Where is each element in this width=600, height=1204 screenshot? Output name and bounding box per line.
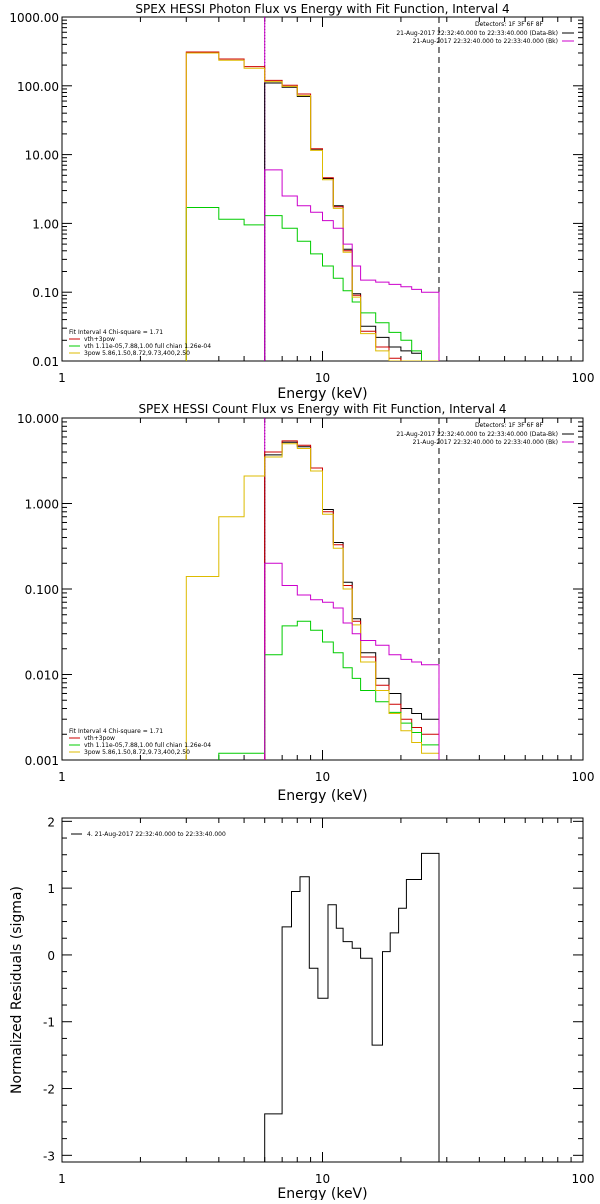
y-tick-label: 10.000 bbox=[17, 412, 59, 426]
series-line-2 bbox=[185, 51, 439, 361]
y-tick-label: 2 bbox=[47, 815, 55, 829]
y-tick-label: 1000.00 bbox=[9, 11, 59, 25]
x-axis: 1 10 100 Energy (keV) bbox=[58, 17, 594, 402]
legend-text: 4. 21-Aug-2017 22:32:40.000 to 22:33:40.… bbox=[87, 831, 226, 838]
chart-panel-3: 1 10 100 Energy (keV) -3 -2 -1 0 1 2 Normalized Re… bbox=[9, 815, 595, 1202]
x-tick-label: 1 bbox=[58, 770, 66, 784]
x-axis-label: Energy (keV) bbox=[277, 788, 367, 804]
chart-title: SPEX HESSI Photon Flux vs Energy with Fi… bbox=[135, 2, 509, 16]
x-axis: 1 10 100 Energy (keV) bbox=[58, 818, 595, 1202]
x-tick-label: 100 bbox=[572, 770, 595, 784]
plot-area bbox=[185, 418, 440, 760]
x-axis-label: Energy (keV) bbox=[277, 386, 367, 402]
x-tick-label: 100 bbox=[572, 1172, 595, 1186]
plot-area bbox=[185, 17, 440, 361]
series-line-5 bbox=[264, 562, 440, 760]
plot-area bbox=[264, 852, 440, 1162]
x-axis-label: Energy (keV) bbox=[277, 1186, 367, 1200]
chart-panel-2: SPEX HESSI Count Flux vs Energy with Fit… bbox=[17, 402, 594, 804]
chart-panel-1: SPEX HESSI Photon Flux vs Energy with Fi… bbox=[9, 2, 594, 402]
x-tick-label: 10 bbox=[315, 371, 330, 385]
plot-frame bbox=[61, 16, 584, 362]
chart-title: SPEX HESSI Count Flux vs Energy with Fit… bbox=[138, 402, 506, 416]
time-legend-text: 21-Aug-2017 22:32:40.000 to 22:33:40.000… bbox=[413, 38, 558, 45]
time-legend-text: 21-Aug-2017 22:32:40.000 to 22:33:40.000… bbox=[396, 431, 558, 438]
series-line-3 bbox=[185, 207, 439, 361]
y-tick-label: 0.01 bbox=[32, 355, 59, 369]
x-tick-label: 1 bbox=[58, 371, 66, 385]
detectors-label: Detectors: 1F 3F 6F 8F bbox=[475, 21, 544, 28]
fit-legend-title: Fit Interval 4 Chi-square = 1.71 bbox=[69, 728, 163, 735]
y-tick-label: 10.00 bbox=[25, 149, 59, 163]
x-tick-label: 10 bbox=[315, 770, 330, 784]
y-tick-label: 1 bbox=[47, 882, 55, 896]
series-line-3 bbox=[218, 620, 440, 760]
y-tick-label: 1.000 bbox=[25, 498, 59, 512]
fit-legend-text: vth 1.11e-05,7.88,1.00 full chian 1.26e-… bbox=[84, 343, 211, 350]
x-tick-label: 100 bbox=[572, 371, 595, 385]
plot-frame bbox=[61, 817, 584, 1163]
y-tick-label: -3 bbox=[43, 1149, 55, 1163]
legend: 4. 21-Aug-2017 22:32:40.000 to 22:33:40.… bbox=[71, 831, 226, 838]
legend: Detectors: 1F 3F 6F 8F 21-Aug-2017 22:32:… bbox=[69, 422, 574, 756]
y-tick-label: 0.10 bbox=[32, 286, 59, 300]
fit-legend-text: vth+3pow bbox=[84, 336, 115, 343]
fit-legend-text: vth+3pow bbox=[84, 735, 115, 742]
y-tick-label: 0.010 bbox=[25, 669, 59, 683]
series-line-5 bbox=[264, 169, 440, 361]
legend: Detectors: 1F 3F 6F 8F 21-Aug-2017 22:32:… bbox=[69, 21, 574, 357]
series-line-1 bbox=[264, 82, 439, 361]
series-line-4 bbox=[185, 52, 439, 361]
y-tick-label: -1 bbox=[43, 1016, 55, 1030]
series-line-1 bbox=[264, 852, 440, 1162]
y-axis: 0.01 0.10 1.00 10.00 100.00 1000.00 bbox=[9, 11, 583, 369]
y-tick-label: 100.00 bbox=[17, 80, 59, 94]
fit-legend-title: Fit Interval 4 Chi-square = 1.71 bbox=[69, 329, 163, 336]
y-tick-label: 0.001 bbox=[25, 754, 59, 768]
y-axis: 0.001 0.010 0.100 1.000 10.000 bbox=[17, 412, 583, 768]
fit-legend-text: 3pow 5.86,1.50,8.72,9.73,400,2.50 bbox=[84, 749, 190, 756]
x-tick-label: 10 bbox=[315, 1172, 330, 1186]
time-legend-text: 21-Aug-2017 22:32:40.000 to 22:33:40.000… bbox=[396, 30, 558, 37]
y-tick-label: -2 bbox=[43, 1083, 55, 1097]
fit-legend-text: 3pow 5.86,1.50,8.72,9.73,400,2.50 bbox=[84, 350, 190, 357]
detectors-label: Detectors: 1F 3F 6F 8F bbox=[475, 422, 544, 429]
y-axis: -3 -2 -1 0 1 2 Normalized Residuals (sigma) bbox=[9, 815, 583, 1163]
y-axis-label: Normalized Residuals (sigma) bbox=[9, 886, 25, 1094]
time-legend-text: 21-Aug-2017 22:32:40.000 to 22:33:40.000… bbox=[413, 439, 558, 446]
series-line-4 bbox=[185, 443, 440, 760]
x-tick-label: 1 bbox=[58, 1172, 66, 1186]
y-tick-label: 0 bbox=[47, 949, 55, 963]
fit-legend-text: vth 1.11e-05,7.88,1.00 full chian 1.26e-… bbox=[84, 742, 211, 749]
y-tick-label: 1.00 bbox=[32, 217, 59, 231]
y-tick-label: 0.100 bbox=[25, 583, 59, 597]
